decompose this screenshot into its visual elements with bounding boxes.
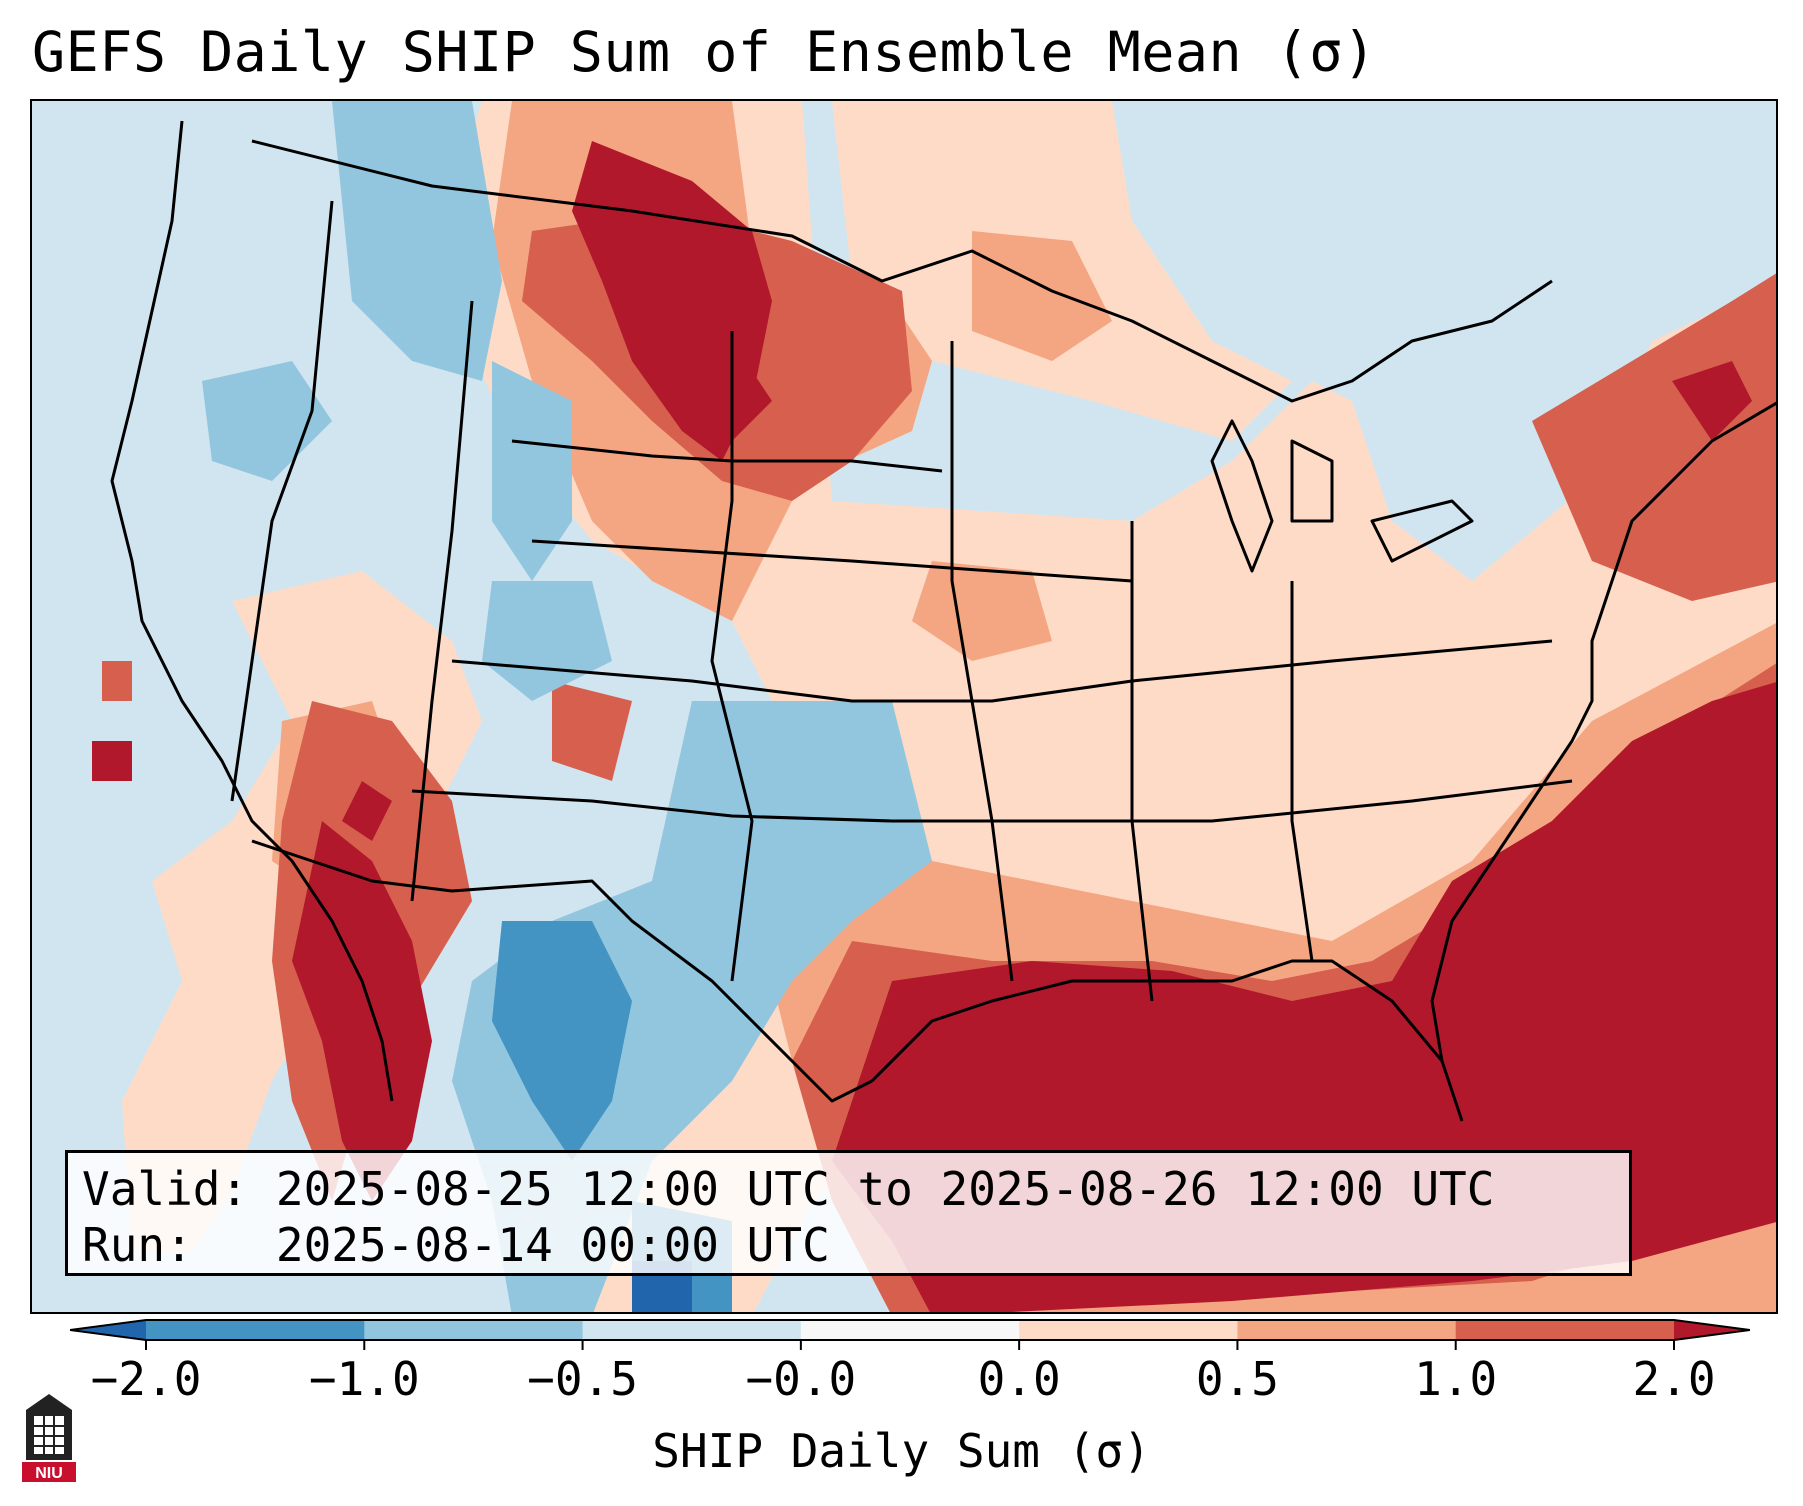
colorbar-tick-label: 0.0 xyxy=(977,1352,1061,1406)
colorbar-tick-label: −1.0 xyxy=(308,1352,420,1406)
gulf-coast-line xyxy=(870,959,1464,1122)
colorbar-segment xyxy=(1455,1320,1675,1340)
state-lines-8 xyxy=(950,341,1014,982)
colorbar-tick-label: 2.0 xyxy=(1632,1352,1716,1406)
niu-logo: NIU xyxy=(22,1394,76,1482)
colorbar-tick-label: −0.5 xyxy=(527,1352,638,1406)
state-lines-10 xyxy=(1290,581,1314,962)
valid-value: 2025-08-25 12:00 UTC to 2025-08-26 12:00… xyxy=(275,1162,1495,1216)
colorbar-segment xyxy=(364,1320,584,1340)
valid-line: Valid: 2025-08-25 12:00 UTC to 2025-08-2… xyxy=(82,1161,1615,1217)
anomaly-map xyxy=(92,101,1776,1312)
colorbar-segment xyxy=(1237,1320,1457,1340)
state-lines-2 xyxy=(410,300,474,902)
niu-logo-text: NIU xyxy=(35,1465,63,1482)
state-lines-5 xyxy=(451,639,1553,703)
colorbar-tick-label: −2.0 xyxy=(90,1352,202,1406)
colorbar-segment xyxy=(800,1320,1020,1340)
great-lakes-outline xyxy=(1210,419,1474,573)
info-box: Valid: 2025-08-25 12:00 UTC to 2025-08-2… xyxy=(65,1150,1632,1276)
state-lines-1 xyxy=(230,200,334,802)
colorbar-tick-label: −0.0 xyxy=(745,1352,857,1406)
colorbar-tick-label: 0.5 xyxy=(1195,1352,1279,1406)
colorbar xyxy=(70,1319,1750,1350)
run-line: Run: 2025-08-14 00:00 UTC xyxy=(82,1217,1615,1273)
colorbar-label: SHIP Daily Sum (σ) xyxy=(652,1424,1151,1478)
state-lines-4 xyxy=(531,539,1133,583)
geographic-boundaries xyxy=(110,120,1776,1122)
map-title: GEFS Daily SHIP Sum of Ensemble Mean (σ) xyxy=(32,20,1377,84)
state-lines-9 xyxy=(1130,521,1154,1002)
colorbar-segment xyxy=(1019,1320,1238,1340)
colorbar-tick-label: 1.0 xyxy=(1414,1352,1498,1406)
colorbar-segment xyxy=(582,1320,802,1340)
valid-label: Valid: xyxy=(82,1162,249,1216)
run-value: 2025-08-14 00:00 UTC xyxy=(275,1218,830,1272)
state-lines-6 xyxy=(411,779,1573,823)
colorbar-extend-low xyxy=(70,1320,146,1340)
colorbar-extend-high xyxy=(1674,1320,1750,1340)
east-coast-line xyxy=(1430,401,1776,1062)
west-coast-line xyxy=(110,120,394,1102)
state-lines-7 xyxy=(710,331,754,982)
map-frame xyxy=(30,99,1778,1314)
colorbar-segment xyxy=(146,1320,365,1340)
us-canada-border xyxy=(251,139,1553,403)
run-label: Run: xyxy=(82,1218,193,1272)
